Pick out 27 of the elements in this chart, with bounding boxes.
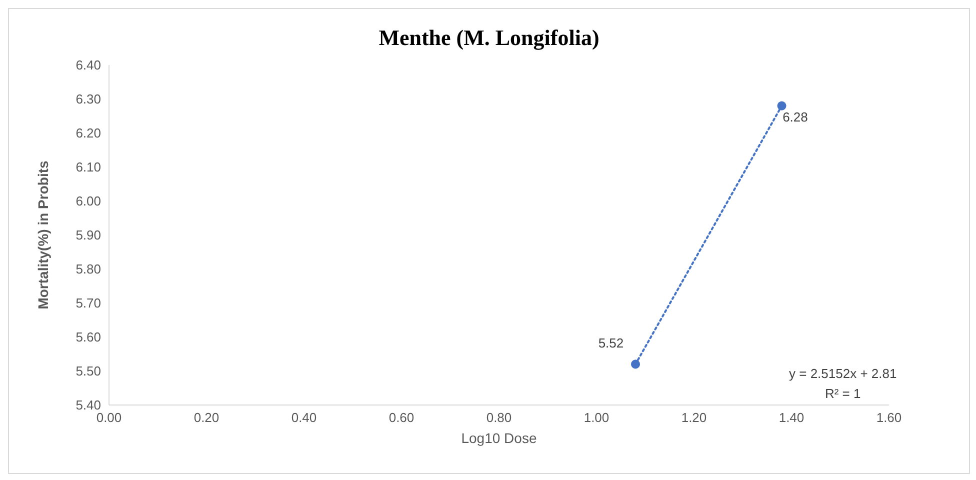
y-tick-label: 5.90 — [76, 228, 101, 243]
y-axis-title: Mortality(%) in Probits — [34, 160, 51, 310]
y-tick-label: 5.50 — [76, 364, 101, 379]
data-label: 5.52 — [598, 336, 624, 351]
chart-title: Menthe (M. Longifolia) — [378, 25, 600, 52]
y-tick-label: 6.00 — [76, 194, 101, 209]
y-tick-label: 5.40 — [76, 398, 101, 413]
y-tick-label: 5.60 — [76, 330, 101, 345]
x-tick-label: 1.40 — [778, 410, 804, 426]
data-label: 6.28 — [782, 109, 808, 124]
x-tick-label: 0.20 — [194, 410, 220, 426]
y-tick-label: 5.80 — [76, 262, 101, 277]
y-tick-label: 6.30 — [76, 92, 101, 107]
annotation: R² = 1 — [824, 385, 862, 403]
annotation: y = 2.5152x + 2.81 — [789, 365, 897, 383]
y-tick-label: 6.20 — [76, 126, 101, 141]
x-tick-label: 1.60 — [876, 410, 902, 426]
x-tick-label: 0.40 — [291, 410, 317, 426]
x-tick-label: 0.80 — [486, 410, 512, 426]
y-tick-label: 5.70 — [76, 296, 101, 311]
x-axis-title: Log10 Dose — [461, 430, 537, 446]
x-tick-label: 1.20 — [681, 410, 707, 426]
x-tick-label: 0.00 — [96, 410, 122, 426]
y-tick-label: 6.40 — [76, 58, 101, 73]
x-tick-label: 1.00 — [584, 410, 610, 426]
x-tick-label: 0.60 — [388, 410, 414, 426]
y-tick-label: 6.10 — [76, 160, 101, 175]
